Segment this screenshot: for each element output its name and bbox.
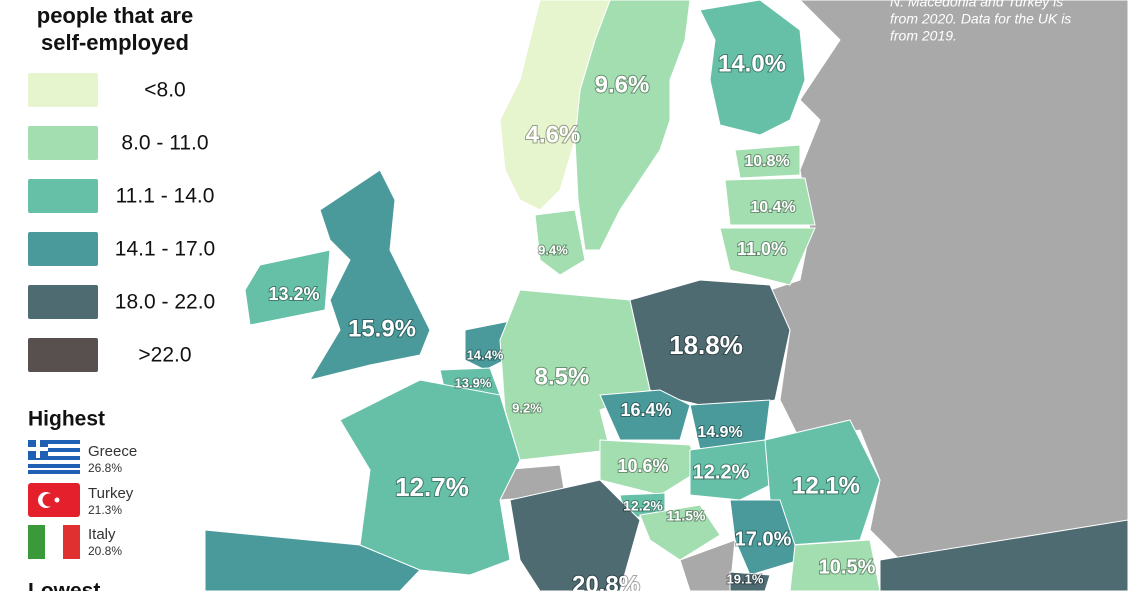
legend-label: <8.0 [144,79,185,102]
country-label: 14.4% [467,347,504,362]
highest-value: 26.8% [88,461,122,475]
regions [244,0,881,591]
legend-label: 14.1 - 17.0 [115,238,215,261]
country-label: 9.2% [512,400,542,415]
legend-title: self-employed [41,30,189,55]
flag-italy [28,525,80,559]
country [689,439,781,501]
legend: <8.0 8.0 - 11.0 11.1 - 14.0 14.1 - 17.0 18.0… [28,73,215,372]
legend-swatch [28,285,98,319]
country [724,177,816,226]
legend-label: >22.0 [138,344,191,367]
country [244,249,331,326]
country-label: 11.5% [667,508,706,524]
country-label: 13.2% [268,284,319,304]
country-label: 16.4% [620,400,671,420]
legend-label: 11.1 - 14.0 [116,185,215,208]
flag-greece [28,440,80,474]
highest-value: 20.8% [88,544,122,558]
country-label: 14.0% [718,50,786,77]
note: from 2019. [890,28,957,44]
country [509,479,641,591]
country-label: 15.9% [348,315,416,342]
country [729,571,771,591]
note: from 2020. Data for the UK is [890,11,1071,27]
country-label: 10.6% [617,456,668,476]
country [534,209,586,276]
country-label: 12.2% [693,461,750,483]
country [599,389,691,441]
country-label: 8.5% [535,363,590,390]
legend-swatch [28,73,98,107]
country-label: 10.5% [819,556,876,578]
country-label: 10.4% [750,199,795,216]
non-eu-land [879,519,1128,591]
region-labels: 14.0% 9.6% 4.6% 10.8% 10.4% 11.0% 9.4% 13.2% 15.… [267,49,876,591]
legend-swatch [28,126,98,160]
country-label: 11.0% [737,239,787,259]
country-label: 12.1% [792,472,860,499]
highest-country: Italy [88,526,116,543]
legend-swatch [28,338,98,372]
legend-swatch [28,179,98,213]
country [734,144,801,179]
country-label: 12.2% [623,498,663,514]
country-label: 17.0% [735,528,792,550]
country [789,539,881,591]
lowest-title: Lowest [28,580,100,591]
non-eu-land [679,539,736,591]
country-label: 14.9% [697,424,742,441]
flag-turkey [28,483,80,517]
country [719,227,816,286]
country-label: 10.8% [744,153,789,170]
country [308,169,431,381]
country [499,0,611,211]
legend-swatch [28,232,98,266]
country [729,499,801,576]
legend-label: 18.0 - 22.0 [115,291,215,314]
spain [204,529,421,591]
highest-title: Highest [28,408,105,431]
country-label: 9.4% [538,242,568,257]
country [339,379,521,576]
country-label: 19.1% [727,571,764,586]
country-label: 18.8% [669,330,743,360]
highest-country: Turkey [88,485,134,502]
legend-title: people that are [37,3,193,28]
country-label: 4.6% [526,121,581,148]
country-label: 20.8% [572,571,640,591]
country-label: 12.7% [395,472,469,502]
legend-label: 8.0 - 11.0 [121,132,208,155]
highest-country: Greece [88,443,137,460]
country [639,504,721,561]
country-label: 9.6% [595,71,650,98]
country [599,439,701,496]
note: N. Macedonia and Turkey is [890,0,1063,10]
country [699,0,806,136]
highest-value: 21.3% [88,503,122,517]
country-label: 13.9% [455,375,492,390]
